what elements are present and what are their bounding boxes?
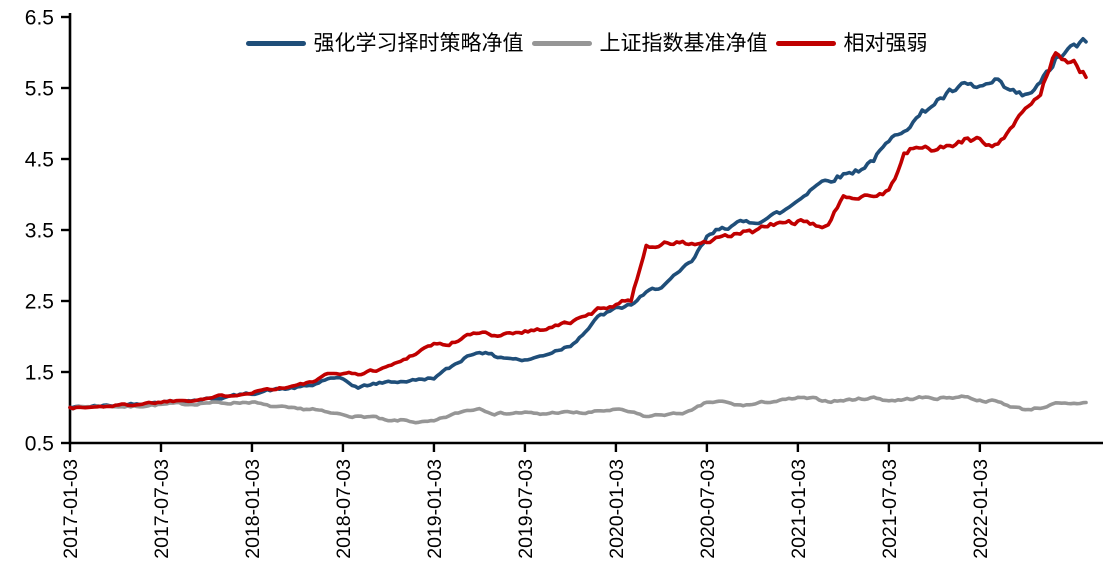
series-line-2 [68,51,1088,411]
x-tick-label: 2017-07-03 [151,459,173,559]
y-tick-label: 1.5 [25,361,54,384]
x-tick-label: 2019-01-03 [424,459,446,559]
y-tick-label: 6.5 [25,6,54,29]
x-tick-label: 2019-07-03 [515,459,537,559]
series-line-0 [68,37,1088,410]
y-tick-label: 4.5 [25,148,54,171]
series-line-1 [68,394,1088,425]
y-tick-label: 2.5 [25,290,54,313]
x-tick-label: 2020-07-03 [697,459,719,559]
x-tick-label: 2022-01-03 [970,459,992,559]
y-tick-label: 0.5 [25,432,54,455]
x-tick-label: 2020-01-03 [606,459,628,559]
y-tick-label: 3.5 [25,219,54,242]
x-tick-label: 2021-01-03 [788,459,810,559]
x-tick-label: 2017-01-03 [60,459,82,559]
x-tick-label: 2018-07-03 [333,459,355,559]
y-tick-label: 5.5 [25,77,54,100]
x-tick-label: 2018-01-03 [242,459,264,559]
x-tick-label: 2021-07-03 [879,459,901,559]
